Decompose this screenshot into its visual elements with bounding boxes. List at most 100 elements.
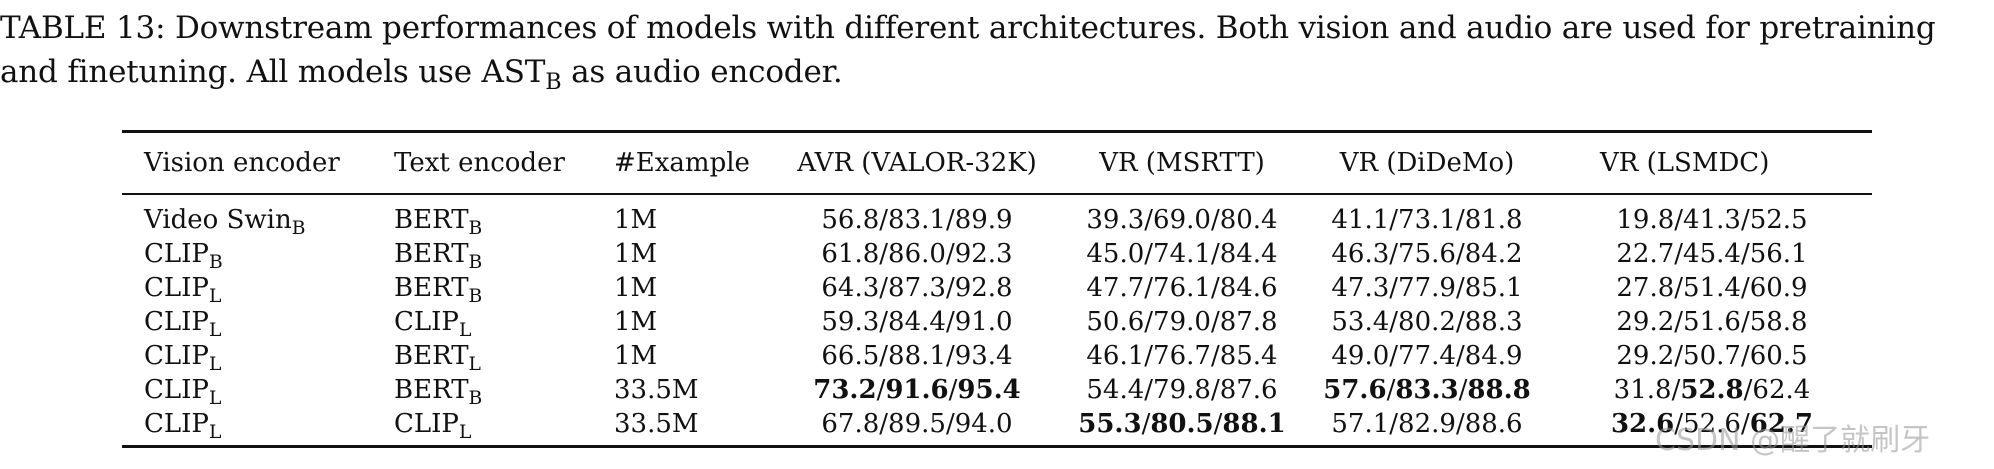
separator: / [1144,205,1154,235]
separator: / [1210,205,1220,235]
didemo-value: 82.9 [1398,409,1456,439]
msrtt-metric-cell: 39.3/69.0/80.4 [1062,194,1302,237]
msrtt-value: 80.4 [1219,205,1278,235]
msrtt-metric-cell: 54.4/79.8/87.6 [1062,373,1302,407]
text-encoder-cell: CLIPL [372,305,592,341]
separator: / [945,307,955,337]
caption-text-end: as audio encoder. [561,54,843,90]
avr-value: 92.8 [954,273,1013,303]
lsmdc-value: 60.5 [1749,341,1808,371]
avr-value: 87.3 [888,273,946,303]
separator: / [1674,409,1684,439]
msrtt-value: 80.5 [1150,409,1214,439]
msrtt-value: 87.8 [1219,307,1278,337]
avr-value: 59.3 [821,307,880,337]
separator: / [1144,307,1154,337]
separator: / [1674,307,1684,337]
didemo-metric-cell: 41.1/73.1/81.8 [1302,194,1552,237]
lsmdc-value: 62.4 [1752,375,1811,405]
header-vision-encoder: Vision encoder [144,148,340,178]
vision-encoder-cell: CLIPL [122,339,372,375]
header-vr-lsmdc: VR (LSMDC) [1600,148,1770,178]
separator: / [1210,375,1220,405]
example-cell: 1M [614,307,658,337]
separator: / [1210,239,1220,269]
separator: / [1144,341,1154,371]
lsmdc-value: 27.8 [1616,273,1675,303]
lsmdc-value: 29.2 [1616,307,1675,337]
vision-encoder-cell: CLIPL [122,373,372,408]
didemo-metric-cell: 46.3/75.6/84.2 [1302,237,1552,271]
separator: / [1674,273,1684,303]
lsmdc-value: 52.5 [1749,205,1808,235]
text-encoder-cell-subscript: B [468,387,483,409]
avr-metric-cell: 73.2/91.6/95.4 [772,373,1062,407]
separator: / [1455,341,1465,371]
vision-encoder-cell-subscript: B [208,251,223,273]
example-cell: 1M [614,341,658,371]
text-encoder-cell: CLIPL [372,407,592,447]
separator: / [1210,341,1220,371]
text-encoder-cell: BERTB [372,194,592,238]
separator: / [1144,273,1154,303]
separator: / [1740,409,1750,439]
avr-value: 86.0 [888,239,946,269]
vision-encoder-cell-base: CLIP [144,239,209,269]
text-encoder-cell-subscript: L [458,319,472,341]
didemo-value: 53.4 [1331,307,1390,337]
separator: / [1389,239,1399,269]
lsmdc-value: 45.4 [1683,239,1741,269]
vision-encoder-cell-subscript: L [208,353,222,375]
separator: / [1674,239,1684,269]
table-body: Video SwinB BERTB 1M 56.8/83.1/89.9 39.3/69.… [122,194,1872,447]
avr-value: 91.6 [885,375,949,405]
separator: / [945,409,955,439]
separator: / [948,375,958,405]
lsmdc-metric-cell: 29.2/51.6/58.8 [1552,305,1872,339]
separator: / [1674,341,1684,371]
watermark: CSDN @醒了就刷牙 [1655,423,1931,458]
separator: / [1740,341,1750,371]
text-encoder-cell: BERTL [372,339,592,374]
lsmdc-value: 31.8 [1613,375,1672,405]
header-vr-msrtt: VR (MSRTT) [1099,148,1265,178]
example-cell: 1M [614,239,658,269]
avr-metric-cell: 59.3/84.4/91.0 [772,305,1062,339]
header-vr-didemo: VR (DiDeMo) [1339,148,1515,178]
didemo-value: 46.3 [1331,239,1390,269]
header-row: Vision encoder Text encoder #Example AVR… [122,131,1872,195]
msrtt-value: 39.3 [1086,205,1145,235]
avr-value: 93.4 [954,341,1013,371]
lsmdc-value: 52.8 [1680,375,1744,405]
separator: / [1144,375,1154,405]
vision-encoder-cell-base: CLIP [144,307,209,337]
avr-value: 89.5 [888,409,946,439]
separator: / [1389,341,1399,371]
msrtt-value: 74.1 [1153,239,1211,269]
separator: / [1389,273,1399,303]
separator: / [945,239,955,269]
lsmdc-value: 60.9 [1749,273,1808,303]
separator: / [879,341,889,371]
didemo-value: 84.9 [1464,341,1523,371]
separator: / [879,273,889,303]
didemo-value: 85.1 [1464,273,1523,303]
separator: / [879,409,889,439]
didemo-value: 80.2 [1398,307,1456,337]
separator: / [1455,239,1465,269]
msrtt-value: 69.0 [1153,205,1211,235]
msrtt-value: 54.4 [1086,375,1145,405]
separator: / [1389,205,1399,235]
vision-encoder-cell-subscript: B [291,217,306,239]
separator: / [1740,307,1750,337]
msrtt-value: 46.1 [1086,341,1145,371]
msrtt-value: 87.6 [1219,375,1278,405]
lsmdc-value: 19.8 [1616,205,1675,235]
separator: / [1455,307,1465,337]
didemo-value: 88.8 [1467,375,1531,405]
didemo-value: 49.0 [1331,341,1390,371]
separator: / [879,239,889,269]
avr-value: 83.1 [888,205,946,235]
separator: / [1389,409,1399,439]
separator: / [1458,375,1468,405]
